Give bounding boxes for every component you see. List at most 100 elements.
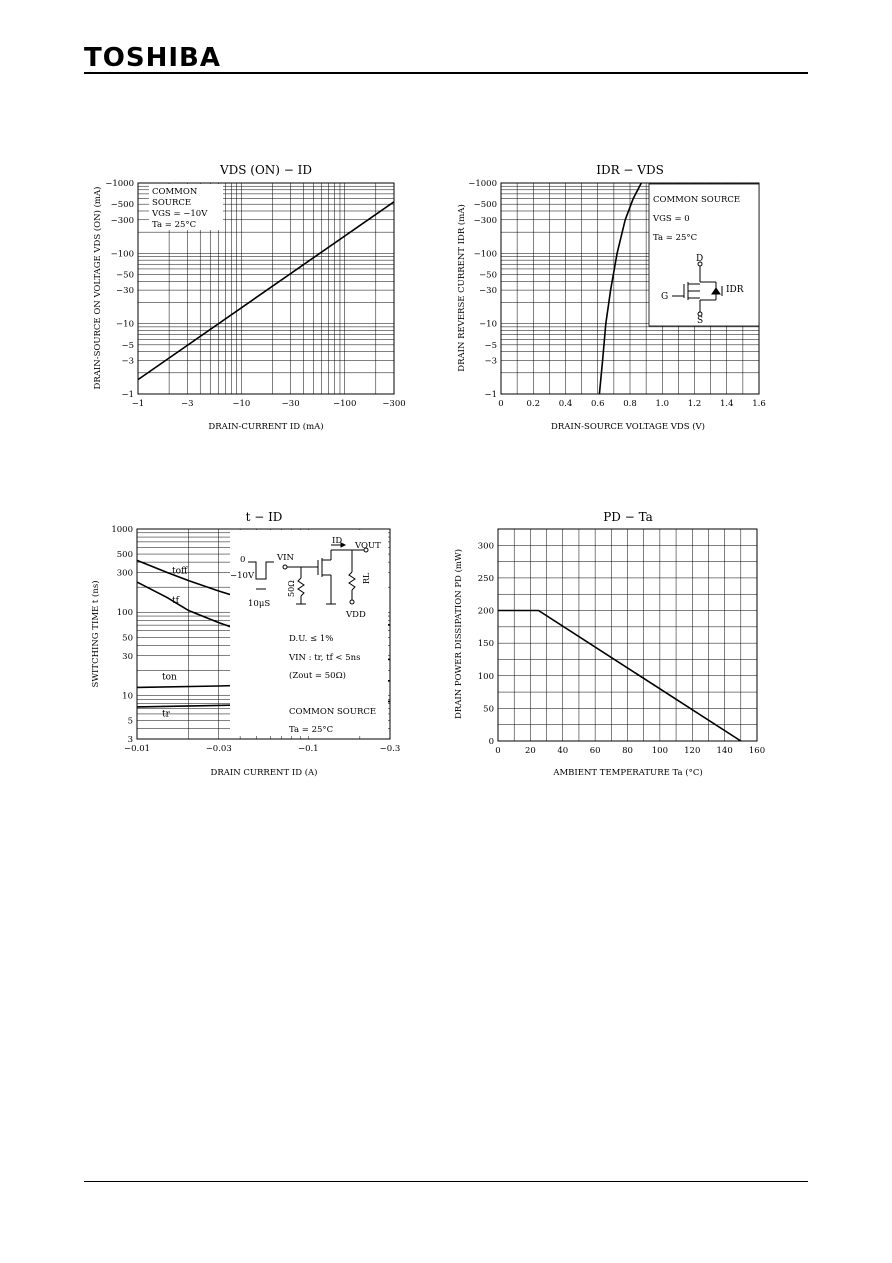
series-label-tf: tf: [172, 596, 180, 606]
y-tick-label: −30: [479, 286, 497, 296]
series-label-toff: toff: [172, 567, 188, 577]
annotation-box: COMMON SOURCE VGS = 0 Ta = 25°C D G S ID…: [648, 183, 760, 327]
label-minus10v: −10V: [230, 571, 255, 581]
x-tick-label: 1.4: [720, 399, 734, 409]
label-g: G: [661, 292, 668, 302]
y-tick-label: −30: [116, 286, 134, 296]
series-label-tr: tr: [162, 709, 171, 719]
y-tick-label: −1: [121, 390, 134, 400]
y-axis-label: SWITCHING TIME t (ns): [90, 580, 101, 687]
y-tick-label: 100: [117, 608, 133, 618]
annotation-vgs: VGS = 0: [652, 214, 690, 224]
x-tick-label: 120: [684, 746, 700, 756]
y-tick-label: 5: [128, 717, 133, 727]
x-axis-label: DRAIN-CURRENT ID (mA): [208, 421, 323, 432]
series-line: [598, 182, 643, 395]
grid: [497, 528, 758, 742]
y-tick-label: −1000: [105, 179, 134, 189]
y-tick-label: −50: [116, 271, 134, 281]
y-tick-label: −500: [111, 200, 134, 210]
y-tick-label: −5: [121, 341, 134, 351]
x-axis-label: AMBIENT TEMPERATURE Ta (°C): [552, 767, 702, 778]
annotation-common-source: COMMON SOURCE: [289, 707, 376, 717]
x-tick-label: 80: [622, 746, 633, 756]
x-tick-label: 0: [495, 746, 500, 756]
label-vdd: VDD: [345, 610, 366, 620]
x-tick-label: 160: [749, 746, 765, 756]
y-tick-label: 300: [117, 569, 133, 579]
footer-rule: [84, 1181, 808, 1182]
switching-circuit-icon: [282, 542, 369, 605]
x-tick-label: 0.8: [623, 399, 637, 409]
y-tick-label: −10: [116, 320, 134, 330]
annotation-common: COMMON: [152, 187, 198, 197]
x-axis-label: DRAIN CURRENT ID (A): [211, 767, 318, 778]
y-tick-label: −50: [479, 271, 497, 281]
y-tick-label: 50: [122, 633, 133, 643]
x-tick-label: −1: [132, 399, 145, 409]
pulse-waveform-icon: [248, 561, 274, 590]
annotation-box: COMMON SOURCE VGS = −10V Ta = 25°C: [149, 184, 223, 230]
annotation-common-source: COMMON SOURCE: [653, 195, 740, 205]
label-id: ID: [332, 536, 342, 546]
y-axis-label: DRAIN POWER DISSIPATION PD (mW): [453, 549, 464, 719]
label-50ohm: 50Ω: [287, 580, 296, 597]
x-tick-label: 1.0: [655, 399, 669, 409]
y-tick-label: −10: [479, 320, 497, 330]
x-tick-label: −0.3: [380, 744, 401, 754]
y-tick-label: −100: [111, 249, 134, 259]
y-tick-label: 150: [478, 639, 494, 649]
series-line: [498, 609, 742, 742]
y-tick-label: 30: [122, 652, 133, 662]
label-vout: VOUT: [354, 541, 381, 551]
y-tick-label: 200: [478, 607, 494, 617]
y-tick-label: 300: [478, 541, 494, 551]
annotation-ta: Ta = 25°C: [653, 233, 697, 243]
annotation-box: 0 −10V 10μS VIN ID VOUT: [230, 530, 388, 736]
y-tick-label: −5: [484, 341, 497, 351]
label-10us: 10μS: [248, 599, 270, 609]
y-tick-label: −1: [484, 390, 497, 400]
annotation-duty: D.U. ≤ 1%: [289, 634, 333, 644]
x-tick-label: 0.4: [559, 399, 573, 409]
y-tick-label: −300: [474, 216, 497, 226]
y-axis-label: DRAIN REVERSE CURRENT IDR (mA): [456, 204, 467, 372]
x-tick-label: −300: [382, 399, 405, 409]
label-rl: RL: [362, 572, 371, 584]
x-tick-label: −3: [181, 399, 194, 409]
y-axis-label: DRAIN-SOURCE ON VOLTAGE VDS (ON) (mA): [92, 187, 103, 390]
y-tick-label: 100: [478, 672, 494, 682]
x-tick-label: −10: [232, 399, 250, 409]
y-tick-label: −500: [474, 200, 497, 210]
label-d: D: [696, 254, 703, 264]
label-vin: VIN: [276, 553, 294, 563]
annotation-ta: Ta = 25°C: [289, 725, 333, 735]
y-tick-label: 0: [489, 737, 494, 747]
y-tick-label: −3: [121, 356, 134, 366]
y-tick-label: 10: [122, 691, 133, 701]
y-tick-label: −1000: [468, 179, 497, 189]
series-line: [137, 201, 395, 381]
y-tick-label: 500: [117, 550, 133, 560]
x-tick-label: −0.01: [124, 744, 150, 754]
x-tick-label: 0: [498, 399, 503, 409]
x-tick-label: 60: [590, 746, 601, 756]
x-tick-label: −0.1: [298, 744, 319, 754]
label-zero: 0: [240, 555, 245, 565]
annotation-vgs: VGS = −10V: [151, 209, 208, 219]
x-tick-label: 1.6: [752, 399, 766, 409]
y-tick-label: −3: [484, 356, 497, 366]
plot-frame: [137, 182, 395, 395]
x-tick-label: 140: [717, 746, 733, 756]
label-idr: IDR: [726, 285, 744, 295]
y-tick-label: −300: [111, 216, 134, 226]
label-s: S: [697, 316, 703, 326]
mosfet-symbol-icon: [672, 261, 723, 317]
x-tick-label: 1.2: [688, 399, 702, 409]
y-tick-label: −100: [474, 249, 497, 259]
chart-title: PD − Ta: [603, 510, 653, 524]
